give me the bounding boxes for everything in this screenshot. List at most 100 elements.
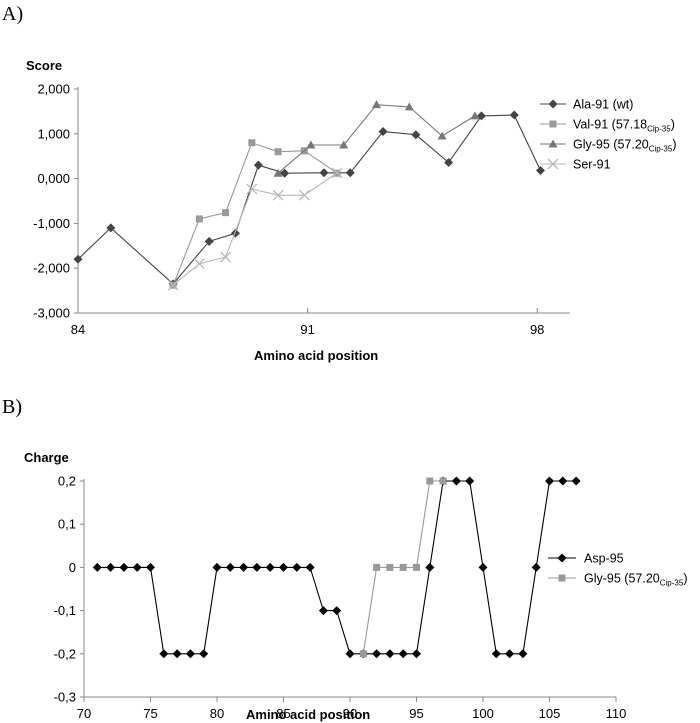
y-tick-label: -2,000 bbox=[33, 261, 70, 276]
data-point bbox=[332, 606, 342, 616]
data-point bbox=[246, 183, 258, 195]
y-tick-label: -0,3 bbox=[54, 690, 76, 705]
data-point bbox=[399, 563, 407, 571]
data-point bbox=[220, 251, 232, 263]
data-point bbox=[558, 476, 568, 486]
x-tick-label: 98 bbox=[530, 322, 544, 337]
legend-a: Ala-91 (wt) Val-91 (57.18Cip-35) Gly-95 (5… bbox=[540, 98, 676, 172]
data-point bbox=[319, 168, 329, 178]
legend-label: Ala-91 (wt) bbox=[573, 98, 633, 112]
data-point bbox=[305, 562, 315, 572]
y-axis-title-b: Charge bbox=[24, 450, 69, 465]
x-tick-label: 105 bbox=[539, 706, 561, 721]
data-point bbox=[273, 168, 283, 177]
y-tick-label: 1,000 bbox=[37, 126, 70, 141]
legend-item: Ala-91 (wt) bbox=[540, 98, 633, 112]
legend-marker bbox=[547, 158, 559, 170]
data-point bbox=[439, 477, 447, 485]
series-line bbox=[172, 172, 338, 286]
legend-item: Val-91 (57.18Cip-35) bbox=[540, 118, 675, 134]
panel-label-a: A) bbox=[2, 3, 23, 25]
data-point bbox=[272, 189, 284, 201]
series-0 bbox=[73, 110, 545, 289]
y-tick-label: 2,000 bbox=[37, 82, 70, 97]
data-point bbox=[372, 649, 382, 659]
legend-b: Asp-95 Gly-95 (57.20Cip-35) bbox=[548, 552, 687, 588]
legend-item: Gly-95 (57.20Cip-35) bbox=[548, 572, 687, 588]
y-tick-label: -3,000 bbox=[33, 306, 70, 321]
legend-marker bbox=[549, 120, 557, 128]
series-group-b bbox=[92, 476, 581, 659]
y-tick-label: -1,000 bbox=[33, 216, 70, 231]
data-point bbox=[298, 189, 310, 201]
data-point bbox=[292, 562, 302, 572]
legend-item: Gly-95 (57.20Cip-35) bbox=[540, 138, 676, 154]
data-point bbox=[531, 562, 541, 572]
data-point bbox=[193, 258, 205, 270]
y-tick-label: -0,2 bbox=[54, 646, 76, 661]
x-tick-label: 85 bbox=[276, 706, 290, 721]
x-tick-label: 70 bbox=[77, 706, 91, 721]
y-tick-label: 0 bbox=[69, 560, 76, 575]
x-tick-label: 80 bbox=[210, 706, 224, 721]
data-point bbox=[132, 562, 142, 572]
data-point bbox=[331, 167, 343, 179]
data-point bbox=[373, 563, 381, 571]
data-point bbox=[411, 130, 421, 140]
y-axis-title-a: Score bbox=[26, 58, 62, 73]
data-point bbox=[505, 649, 515, 659]
x-axis-title-a: Amino acid position bbox=[254, 348, 378, 363]
data-point bbox=[398, 649, 408, 659]
data-point bbox=[252, 562, 262, 572]
panel-label-b: B) bbox=[2, 396, 22, 418]
data-point bbox=[212, 562, 222, 572]
data-point bbox=[239, 562, 249, 572]
data-point bbox=[119, 562, 129, 572]
data-point bbox=[253, 160, 263, 170]
data-point bbox=[371, 100, 381, 109]
data-point bbox=[404, 102, 414, 111]
data-point bbox=[199, 649, 209, 659]
data-point bbox=[195, 215, 203, 223]
series-line bbox=[97, 480, 577, 655]
data-point bbox=[426, 477, 434, 485]
data-point bbox=[345, 649, 355, 659]
y-tick-label: -0,1 bbox=[54, 603, 76, 618]
data-point bbox=[518, 649, 528, 659]
data-point bbox=[476, 111, 486, 121]
data-point bbox=[280, 168, 290, 178]
panel-b-charge-chart: B) Charge Amino acid position 0,2 0,1 0 -0,… bbox=[2, 396, 687, 722]
data-point bbox=[167, 279, 179, 291]
legend-item: Asp-95 bbox=[548, 552, 624, 566]
data-point bbox=[106, 223, 116, 233]
x-tick-label: 84 bbox=[71, 322, 85, 337]
legend-label: Val-91 (57.18Cip-35) bbox=[573, 118, 675, 134]
data-point bbox=[571, 476, 581, 486]
data-point bbox=[491, 649, 501, 659]
data-point bbox=[159, 649, 169, 659]
series-3 bbox=[167, 167, 343, 291]
data-point bbox=[478, 562, 488, 572]
data-point bbox=[73, 254, 83, 264]
data-point bbox=[279, 562, 288, 572]
data-point bbox=[359, 650, 367, 658]
legend-label: Ser-91 bbox=[573, 158, 611, 172]
series-1 bbox=[359, 477, 447, 658]
data-point bbox=[318, 606, 328, 616]
data-point bbox=[265, 562, 275, 572]
legend-label: Gly-95 (57.20Cip-35) bbox=[584, 572, 687, 588]
data-point bbox=[444, 157, 454, 167]
data-point bbox=[92, 562, 102, 572]
legend-marker bbox=[548, 99, 558, 109]
data-point bbox=[225, 562, 235, 572]
data-point bbox=[306, 140, 316, 149]
data-point bbox=[437, 131, 447, 140]
series-2 bbox=[273, 100, 480, 177]
legend-item: Ser-91 bbox=[540, 158, 611, 172]
data-point bbox=[470, 111, 480, 120]
data-point bbox=[248, 139, 256, 147]
data-point bbox=[106, 562, 116, 572]
legend-marker bbox=[548, 139, 558, 148]
